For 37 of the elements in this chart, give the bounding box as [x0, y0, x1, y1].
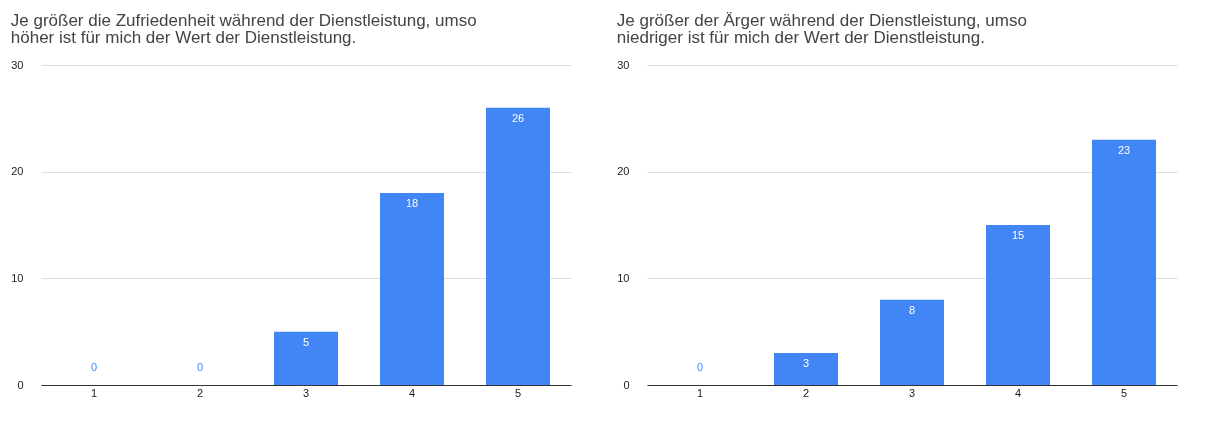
- data-label: 8: [908, 303, 916, 316]
- data-label: 15: [1011, 229, 1025, 241]
- x-tick-label: 3: [908, 386, 916, 399]
- bar: [1092, 139, 1156, 385]
- x-tick-label: 4: [1014, 386, 1022, 399]
- x-tick-label: 3: [302, 386, 310, 399]
- bar: [880, 299, 944, 385]
- bar: [986, 225, 1050, 385]
- x-tick-label: 2: [196, 386, 204, 399]
- data-label: 3: [802, 357, 810, 369]
- y-tick-label: 20: [11, 165, 24, 178]
- data-label: 5: [302, 335, 310, 348]
- chart-title: Je größer die Zufriedenheit während der Dienstleistung, umso höher ist für mich der Wert der Dienstleistung.: [10, 11, 477, 47]
- x-tick-label: 5: [1120, 386, 1128, 399]
- y-tick-label: 0: [17, 378, 24, 391]
- bar: [774, 353, 838, 385]
- y-tick-label: 10: [11, 271, 24, 284]
- y-tick-label: 10: [617, 271, 630, 284]
- chart-title: Je größer der Ärger während der Dienstleistung, umso niedriger ist für mich der Wert der Dienstleistung.: [616, 11, 1027, 47]
- data-label: 0: [696, 361, 704, 373]
- data-label: 26: [511, 111, 525, 124]
- y-tick-label: 30: [11, 58, 24, 71]
- x-tick-label: 2: [802, 386, 810, 399]
- data-label: 18: [405, 197, 419, 209]
- bar: [274, 331, 338, 385]
- bar: [486, 107, 550, 385]
- y-tick-label: 0: [623, 378, 630, 391]
- y-tick-label: 20: [617, 165, 630, 178]
- data-label: 0: [196, 361, 204, 373]
- data-label: 0: [90, 361, 98, 373]
- x-tick-label: 5: [514, 386, 522, 399]
- data-label: 23: [1117, 143, 1131, 156]
- y-tick-label: 30: [617, 58, 630, 71]
- x-tick-label: 1: [90, 386, 98, 399]
- bar: [380, 193, 444, 385]
- x-tick-label: 1: [696, 386, 704, 399]
- x-tick-label: 4: [408, 386, 416, 399]
